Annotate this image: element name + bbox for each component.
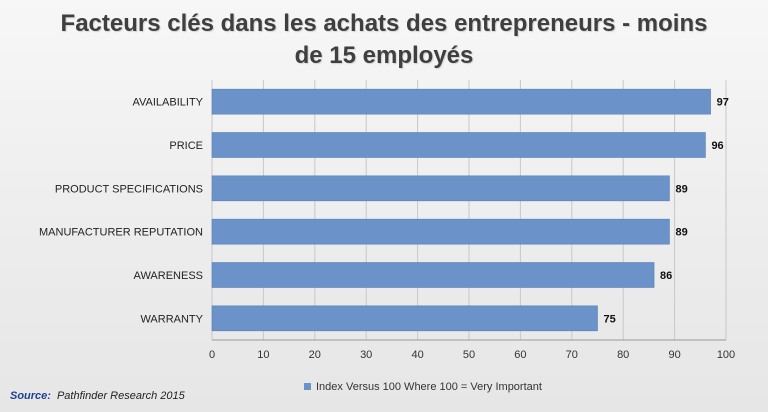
bar-product-specifications: [211, 175, 670, 202]
x-tick-label: 10: [257, 349, 269, 361]
x-tick-label: 80: [617, 349, 629, 361]
x-tick-label: 20: [309, 349, 321, 361]
category-labels: AVAILABILITY PRICE PRODUCT SPECIFICATIONS M…: [39, 97, 204, 326]
bar-availability: [211, 88, 711, 115]
data-label: 75: [604, 313, 616, 325]
data-label: 96: [711, 140, 723, 152]
data-label: 86: [660, 270, 672, 282]
data-label: 97: [717, 97, 729, 109]
data-labels: 97 96 89 89 86 75: [604, 97, 729, 326]
bar-warranty: [211, 305, 598, 332]
source-note: Source: Pathfinder Research 2015: [10, 390, 185, 402]
data-label: 89: [675, 227, 687, 239]
x-tick-label: 100: [717, 349, 735, 361]
x-tick-label: 60: [514, 349, 526, 361]
bar-awareness: [211, 262, 655, 288]
bar-price: [211, 132, 706, 158]
source-text: Pathfinder Research 2015: [56, 390, 185, 402]
x-tick-label: 90: [668, 349, 680, 361]
chart-title: Facteurs clés dans les achats des entrep…: [0, 8, 768, 72]
bar-manufacturer-reputation: [211, 218, 670, 245]
category-label: PRODUCT SPECIFICATIONS: [55, 183, 203, 195]
x-tick-label: 0: [209, 349, 215, 361]
legend-label: Index Versus 100 Where 100 = Very Import…: [316, 381, 542, 393]
data-label: 89: [675, 183, 687, 195]
category-label: AVAILABILITY: [132, 97, 203, 109]
chart-title-line-1: Facteurs clés dans les achats des entrep…: [60, 10, 708, 37]
category-label: PRICE: [169, 140, 203, 152]
x-axis-ticks: 0 10 20 30 40 50 60 70 80 90 100: [209, 349, 735, 361]
x-tick-label: 50: [463, 349, 475, 361]
category-label: AWARENESS: [134, 270, 203, 282]
category-label: MANUFACTURER REPUTATION: [39, 227, 203, 239]
gridlines: [211, 80, 727, 341]
x-tick-label: 30: [360, 349, 372, 361]
category-label: WARRANTY: [140, 313, 203, 325]
source-label: Source:: [10, 390, 51, 402]
legend: Index Versus 100 Where 100 = Very Import…: [304, 381, 542, 393]
bars: [211, 88, 711, 332]
legend-swatch: [304, 383, 311, 390]
chart-title-line-2: de 15 employés: [294, 42, 474, 69]
x-tick-label: 40: [411, 349, 423, 361]
x-tick-label: 70: [566, 349, 578, 361]
